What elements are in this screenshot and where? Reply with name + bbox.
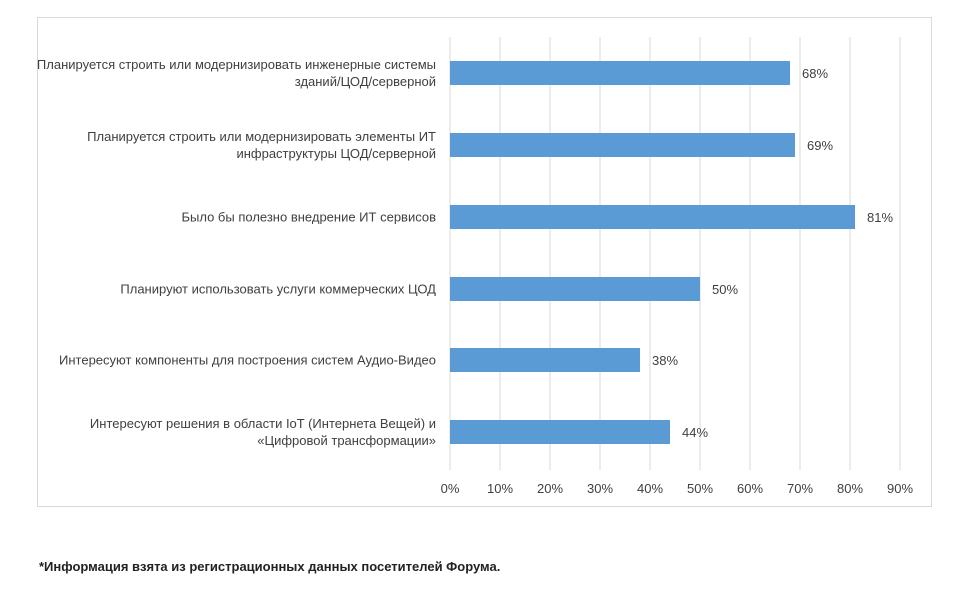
footnote: *Информация взята из регистрационных дан… bbox=[39, 559, 501, 574]
data-label: 69% bbox=[807, 138, 833, 153]
category-label: Интересуют компоненты для построения сис… bbox=[59, 352, 436, 368]
x-tick-label: 50% bbox=[687, 481, 713, 496]
category-label: Интересуют решения в области IoT (Интерн… bbox=[89, 416, 436, 448]
bar-chart: 0% 10% 20% 30% 40% 50% 60% 70% 80% 90% 68% 69% 81% 50… bbox=[441, 37, 913, 496]
x-tick-label: 60% bbox=[737, 481, 763, 496]
data-label: 38% bbox=[652, 353, 678, 368]
data-label: 44% bbox=[682, 425, 708, 440]
category-label: Планируется строить или модернизировать … bbox=[87, 129, 436, 161]
x-tick-label: 10% bbox=[487, 481, 513, 496]
bar bbox=[450, 277, 700, 301]
category-label: Было бы полезно внедрение ИТ сервисов bbox=[181, 209, 436, 225]
data-label: 68% bbox=[802, 66, 828, 81]
x-tick-label: 40% bbox=[637, 481, 663, 496]
bar bbox=[450, 348, 640, 372]
category-label: Планируют использовать услуги коммерческ… bbox=[120, 281, 436, 297]
bar bbox=[450, 133, 795, 157]
x-tick-label: 80% bbox=[837, 481, 863, 496]
x-tick-label: 90% bbox=[887, 481, 913, 496]
x-tick-label: 30% bbox=[587, 481, 613, 496]
bar bbox=[450, 420, 670, 444]
bar bbox=[450, 205, 855, 229]
chart-frame bbox=[37, 17, 932, 507]
x-tick-label: 70% bbox=[787, 481, 813, 496]
category-label: Планируется строить или модернизировать … bbox=[36, 57, 436, 89]
data-label: 81% bbox=[867, 210, 893, 225]
x-tick-label: 20% bbox=[537, 481, 563, 496]
data-label: 50% bbox=[712, 282, 738, 297]
bar bbox=[450, 61, 790, 85]
x-tick-label: 0% bbox=[441, 481, 460, 496]
